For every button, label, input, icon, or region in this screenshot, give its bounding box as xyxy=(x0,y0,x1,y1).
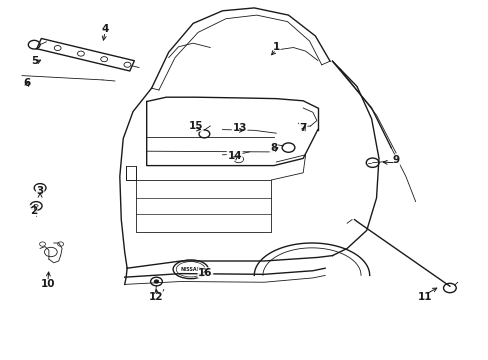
Circle shape xyxy=(154,280,158,283)
Text: 5: 5 xyxy=(32,56,39,66)
Bar xyxy=(126,166,136,180)
Text: 3: 3 xyxy=(37,186,43,196)
Text: 12: 12 xyxy=(149,292,163,302)
Text: 14: 14 xyxy=(227,150,242,161)
Text: NISSAN: NISSAN xyxy=(180,267,201,272)
Circle shape xyxy=(34,204,38,207)
Text: 11: 11 xyxy=(417,292,432,302)
Text: 1: 1 xyxy=(272,42,279,52)
Text: 2: 2 xyxy=(30,206,37,216)
Text: 7: 7 xyxy=(299,123,306,133)
Text: 15: 15 xyxy=(188,121,203,131)
Text: 6: 6 xyxy=(23,78,30,88)
Text: 4: 4 xyxy=(101,24,109,34)
Circle shape xyxy=(38,186,42,189)
Text: 9: 9 xyxy=(392,155,399,165)
Text: 16: 16 xyxy=(198,268,212,278)
Text: 8: 8 xyxy=(270,143,277,153)
Text: 10: 10 xyxy=(41,279,55,289)
Text: 13: 13 xyxy=(232,123,246,133)
